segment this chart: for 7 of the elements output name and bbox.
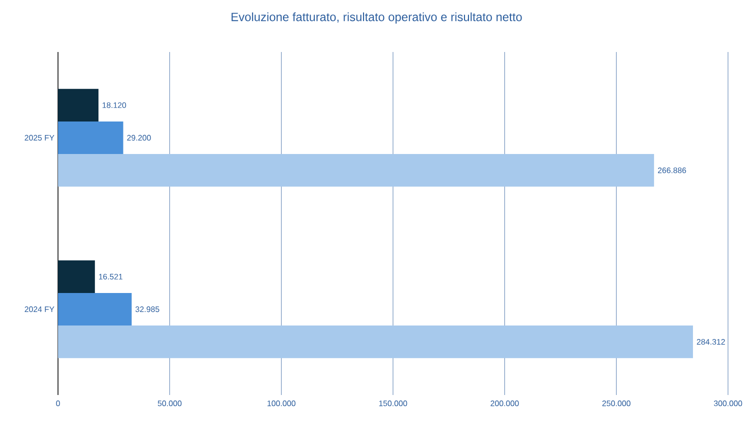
bar [58,260,95,293]
bar [58,154,654,187]
bar [58,88,98,122]
bar [58,326,693,358]
bar [58,292,132,326]
bar [58,121,124,154]
chart-title: Evoluzione fatturato, risultato operativo e risultato netto [232,12,522,24]
